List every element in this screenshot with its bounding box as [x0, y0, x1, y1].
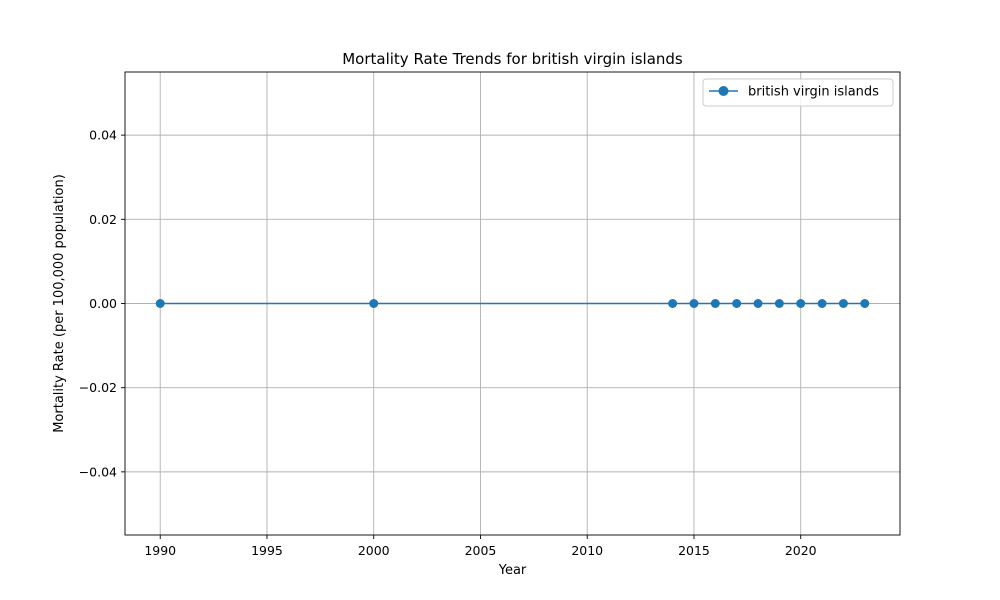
x-tick-label: 2015 — [678, 543, 710, 558]
legend-box — [702, 78, 894, 107]
data-point — [689, 299, 699, 308]
data-point — [710, 299, 720, 308]
x-tick-label: 1990 — [144, 543, 176, 558]
data-point — [732, 299, 742, 308]
data-point — [668, 299, 678, 308]
x-tick-label: 2020 — [785, 543, 817, 558]
legend: british virgin islands — [702, 78, 894, 107]
data-point — [753, 299, 763, 308]
y-axis-ticks: −0.04 −0.02 0.00 0.02 0.04 — [79, 128, 125, 479]
x-tick-label: 2010 — [571, 543, 603, 558]
y-tick-label: 0.00 — [89, 296, 117, 311]
y-tick-label: 0.04 — [89, 128, 117, 143]
data-point — [817, 299, 827, 308]
data-point — [860, 299, 870, 308]
data-point — [838, 299, 848, 308]
chart-title: Mortality Rate Trends for british virgin… — [342, 50, 683, 68]
x-tick-label: 2000 — [358, 543, 390, 558]
x-tick-label: 2005 — [465, 543, 497, 558]
data-point — [369, 299, 379, 308]
data-point — [774, 299, 784, 308]
y-tick-label: −0.02 — [79, 380, 117, 395]
y-tick-label: −0.04 — [79, 464, 117, 479]
legend-marker-swatch — [718, 86, 729, 96]
x-axis-label: Year — [498, 563, 527, 578]
legend-entry-label: british virgin islands — [748, 85, 879, 100]
y-tick-label: 0.02 — [89, 212, 117, 227]
y-axis-label: Mortality Rate (per 100,000 population) — [52, 174, 67, 433]
x-tick-label: 1995 — [251, 543, 283, 558]
data-point — [796, 299, 806, 308]
data-point — [155, 299, 165, 308]
x-axis-ticks: 1990 1995 2000 2005 2010 2015 2020 — [144, 535, 817, 558]
series-layer — [155, 299, 870, 308]
